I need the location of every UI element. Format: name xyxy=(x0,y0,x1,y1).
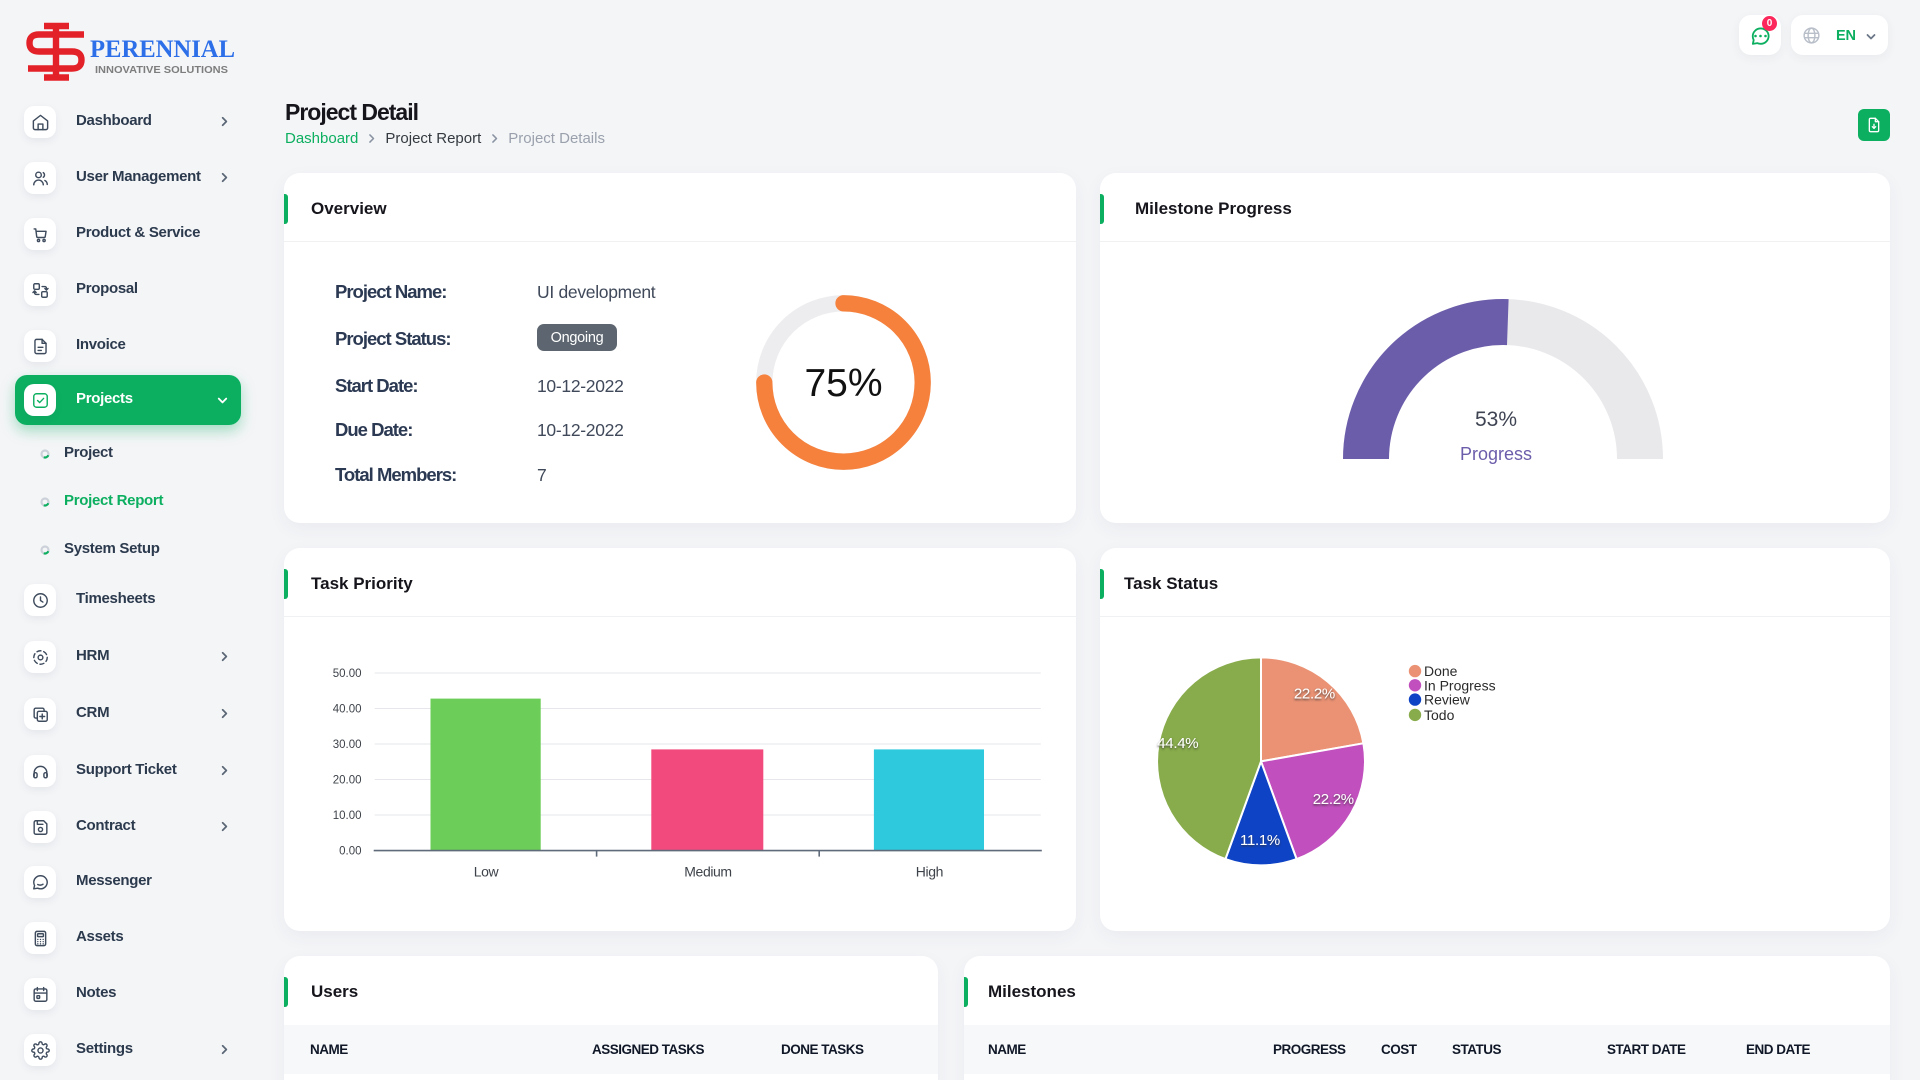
svg-text:Todo: Todo xyxy=(1424,707,1455,723)
svg-text:50.00: 50.00 xyxy=(333,668,362,680)
svg-text:22.2%: 22.2% xyxy=(1313,791,1354,808)
svg-text:20.00: 20.00 xyxy=(333,775,362,787)
svg-text:10.00: 10.00 xyxy=(333,810,362,822)
svg-text:0.00: 0.00 xyxy=(339,846,361,858)
svg-text:30.00: 30.00 xyxy=(333,739,362,751)
svg-text:In Progress: In Progress xyxy=(1424,677,1496,693)
svg-text:22.2%: 22.2% xyxy=(1294,686,1335,703)
svg-text:53%: 53% xyxy=(1475,408,1517,431)
svg-text:PERENNIAL: PERENNIAL xyxy=(90,36,235,63)
svg-text:11.1%: 11.1% xyxy=(1240,832,1280,849)
svg-text:INNOVATIVE SOLUTIONS: INNOVATIVE SOLUTIONS xyxy=(95,64,228,76)
svg-text:Low: Low xyxy=(474,863,500,879)
svg-text:44.4%: 44.4% xyxy=(1157,735,1198,752)
svg-text:Medium: Medium xyxy=(684,863,731,879)
svg-text:Done: Done xyxy=(1424,663,1458,679)
svg-text:Progress: Progress xyxy=(1460,444,1532,464)
svg-text:Review: Review xyxy=(1424,692,1471,708)
svg-text:40.00: 40.00 xyxy=(333,704,362,716)
svg-text:High: High xyxy=(916,863,943,879)
svg-text:75%: 75% xyxy=(804,362,882,405)
